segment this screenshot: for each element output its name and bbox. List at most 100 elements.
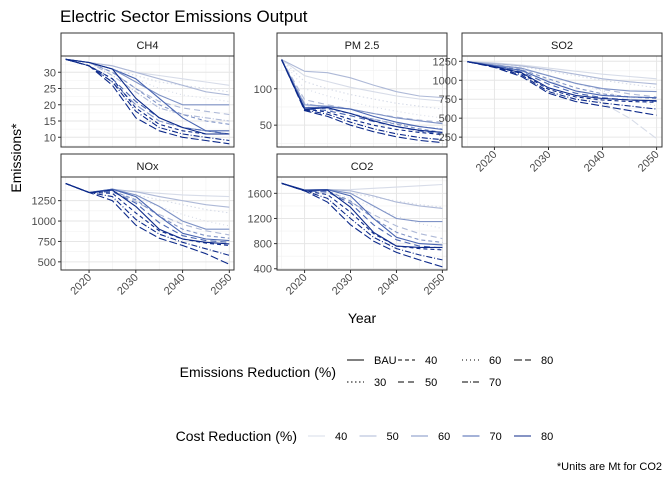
series-line: [281, 182, 443, 243]
panel-ch4: CH4 10 15 20 25 30: [44, 32, 235, 148]
legend-label: 70: [490, 431, 502, 443]
series-line: [467, 61, 657, 140]
series-line: [281, 59, 443, 136]
y-tick-label: 1600: [248, 188, 272, 200]
series-line: [281, 182, 443, 251]
panel-border: [60, 176, 235, 271]
x-tick-label: 2040: [162, 272, 188, 298]
x-tick-label: 2030: [330, 272, 356, 298]
series-line: [281, 59, 443, 125]
series-line: [281, 59, 443, 119]
legend-label: 40: [335, 431, 347, 443]
series-line: [281, 59, 443, 133]
x-tick-label: 2020: [284, 272, 310, 298]
series-line: [467, 61, 657, 93]
x-tick-label: 2040: [376, 272, 402, 298]
series-line: [281, 182, 443, 208]
series-line: [281, 59, 443, 135]
panel-co2: CO2 400 800 1200 1600 2020 2030 2040 2050: [248, 153, 448, 298]
series-line: [467, 61, 657, 85]
series-line: [281, 182, 443, 268]
panel-border: [276, 55, 448, 148]
series-line: [281, 182, 443, 261]
x-tick-label: 2030: [115, 272, 141, 298]
y-tick-label: 100: [254, 84, 272, 96]
series-line: [281, 182, 443, 248]
legend-label: 60: [489, 355, 501, 367]
facet-panels: CH4 10 15 20 25 30 PM 2.5 50 100 SO2 250 500 750 1000…: [32, 32, 663, 298]
series-line: [467, 61, 657, 110]
facet-label: CO2: [351, 161, 374, 173]
series-line: [65, 58, 230, 125]
panel-so2: SO2 250 500 750 1000 1250 2020 2030 2040 2050: [433, 32, 663, 175]
legend-title-cost: Cost Reduction (%): [176, 428, 297, 444]
legend-label: 50: [425, 377, 437, 389]
panel-background: [61, 56, 234, 147]
y-tick-label: 1250: [32, 196, 56, 208]
facet-label: NOx: [137, 161, 160, 173]
series-line: [281, 59, 443, 99]
panel-border: [60, 55, 235, 148]
legend-label: 80: [541, 355, 553, 367]
y-axis-title: Emissions*: [8, 123, 24, 193]
series-line: [65, 182, 230, 265]
series-line: [65, 182, 230, 247]
y-tick-label: 15: [44, 116, 56, 128]
legend-label: 40: [425, 355, 437, 367]
series-line: [65, 58, 230, 122]
legend-label: 70: [489, 377, 501, 389]
series-line: [467, 61, 657, 80]
x-tick-label: 2040: [582, 149, 608, 175]
facet-label: SO2: [551, 40, 573, 52]
series-line: [65, 58, 230, 135]
x-axis-title: Year: [348, 310, 377, 326]
series-line: [281, 59, 443, 144]
x-tick-label: 2050: [209, 272, 235, 298]
y-tick-label: 500: [439, 113, 457, 125]
panel-background: [61, 177, 234, 270]
y-tick-label: 400: [254, 264, 272, 276]
y-tick-label: 500: [38, 257, 56, 269]
x-tick-label: 2030: [528, 149, 554, 175]
x-tick-label: 2050: [422, 272, 448, 298]
series-line: [65, 58, 230, 93]
x-tick-label: 2020: [68, 272, 94, 298]
chart-title: Electric Sector Emissions Output: [60, 7, 308, 26]
x-tick-label: 2050: [636, 149, 662, 175]
legend-title-emissions: Emissions Reduction (%): [180, 364, 336, 380]
facet-label: CH4: [136, 40, 158, 52]
y-tick-label: 20: [44, 100, 56, 112]
panel-border: [276, 176, 448, 271]
y-tick-label: 1000: [32, 216, 56, 228]
series-line: [467, 61, 657, 103]
series-line: [281, 59, 443, 141]
y-tick-label: 800: [254, 239, 272, 251]
legend-label: 60: [438, 431, 450, 443]
facet-label: PM 2.5: [345, 40, 380, 52]
y-tick-label: 250: [439, 132, 457, 144]
legend-label: 30: [374, 377, 386, 389]
y-tick-label: 1250: [433, 56, 457, 68]
series-line: [65, 58, 230, 116]
series-line: [281, 182, 443, 249]
y-tick-label: 1000: [433, 75, 457, 87]
legend-label: 80: [541, 431, 553, 443]
panel-border: [461, 55, 663, 148]
legend-label: BAU: [374, 355, 397, 367]
legend-label: 50: [387, 431, 399, 443]
y-tick-label: 1200: [248, 213, 272, 225]
y-tick-label: 750: [439, 94, 457, 106]
cost-reduction-legend: Cost Reduction (%) 40 50 60 70 80: [176, 428, 554, 444]
series-line: [65, 182, 230, 243]
emissions-reduction-legend: Emissions Reduction (%) BAU 30 40 50 60 70 80: [180, 355, 554, 389]
series-line: [281, 59, 443, 131]
series-line: [467, 61, 657, 102]
y-tick-label: 750: [38, 236, 56, 248]
panel-nox: NOx 500 750 1000 1250 2020 2030 2040 2050: [32, 153, 235, 298]
y-tick-label: 50: [260, 120, 272, 132]
series-line: [65, 58, 230, 135]
y-tick-label: 30: [44, 67, 56, 79]
series-line: [467, 61, 657, 116]
panel-pm2.5: PM 2.5 50 100: [254, 32, 448, 148]
